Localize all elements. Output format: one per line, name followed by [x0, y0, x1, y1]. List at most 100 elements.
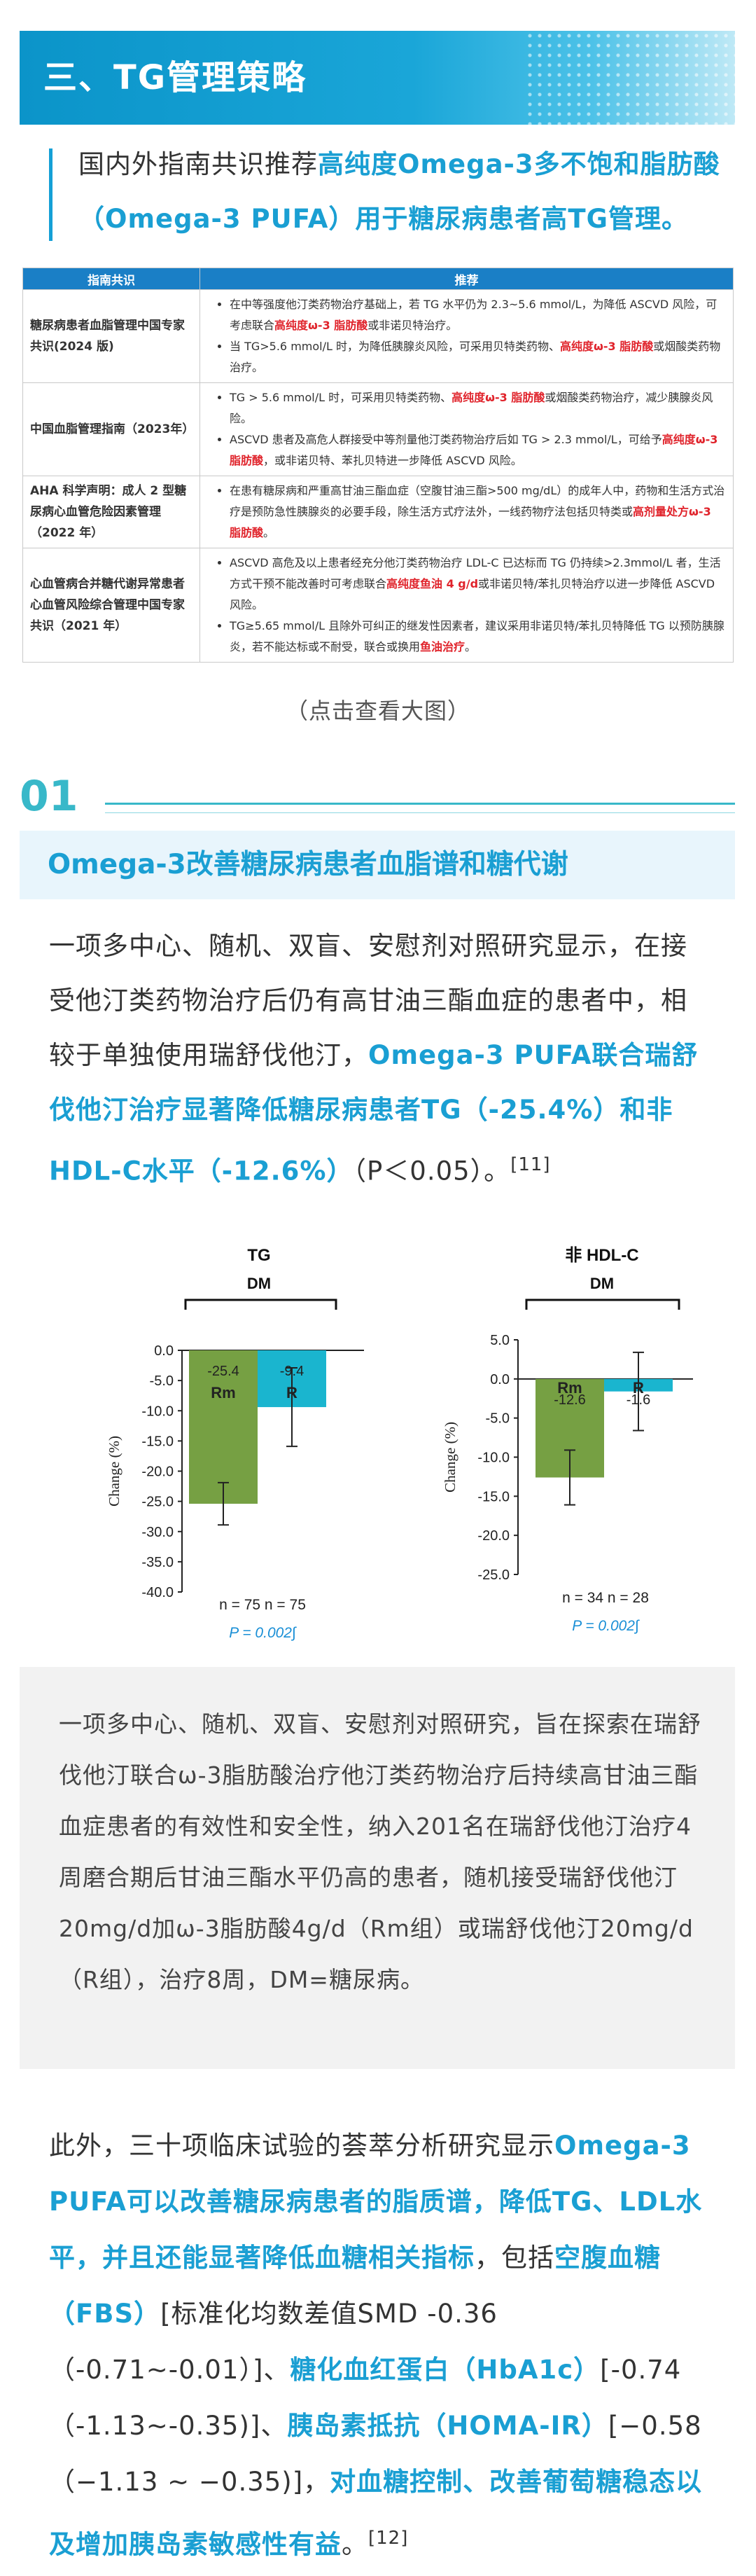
- chart-subtitle: DM: [247, 1275, 271, 1292]
- intro-left-bar: [49, 148, 52, 241]
- bar-value-label: -12.6: [554, 1392, 586, 1408]
- p-value-label: P = 0.002∫: [572, 1618, 640, 1634]
- section-divider-thin: [105, 812, 735, 813]
- recommendation-item: 在患有糖尿病和严重高甘油三酯血症（空腹甘油三酯>500 mg/dL）的成年人中，…: [230, 480, 726, 543]
- highlighted-drug: 高纯度ω-3 脂肪酸: [560, 340, 654, 353]
- table-row: 中国血脂管理指南（2023年） TG > 5.6 mmol/L 时，可采用贝特类药…: [22, 382, 734, 476]
- recommendation-item: TG > 5.6 mmol/L 时，可采用贝特类药物、高纯度ω-3 脂肪酸或烟酸…: [230, 387, 726, 429]
- meta-analysis-paragraph: 此外，三十项临床试验的荟萃分析研究显示Omega-3 PUFA可以改善糖尿病患者…: [49, 2118, 708, 2572]
- image-caption[interactable]: （点击查看大图）: [285, 698, 470, 724]
- bar-category-label: Rm: [557, 1379, 582, 1397]
- highlighted-drug: 高纯度ω-3 脂肪酸: [230, 433, 718, 467]
- study-paragraph: 一项多中心、随机、双盲、安慰剂对照研究显示，在接受他汀类药物治疗后仍有高甘油三酯…: [49, 919, 708, 1198]
- sample-size-label: n = 34 n = 28: [562, 1590, 649, 1606]
- p3-text-fbs-value: [标准化均数差值SMD -0.36（-0.71~-0.01）]、: [49, 2299, 498, 2385]
- p3-highlight-fbs: 空腹血糖（FBS）: [49, 2243, 661, 2329]
- recommendation-item: ASCVD 高危及以上患者经充分他汀类药物治疗 LDL-C 已达标而 TG 仍持…: [230, 553, 726, 616]
- recommendation-item: 当 TG>5.6 mmol/L 时，为降低胰腺炎风险，可采用贝特类药物、高纯度ω…: [230, 336, 726, 378]
- section-divider: [105, 803, 735, 805]
- recommendation-cell: 在中等强度他汀类药物治疗基础上，若 TG 水平仍为 2.3~5.6 mmol/L…: [200, 289, 734, 383]
- sample-size-label: n = 75 n = 75: [219, 1597, 306, 1613]
- recommendation-item: 在中等强度他汀类药物治疗基础上，若 TG 水平仍为 2.3~5.6 mmol/L…: [230, 294, 726, 336]
- highlighted-drug: 高剂量处方ω-3 脂肪酸: [230, 505, 711, 539]
- table-row: 心血管病合并糖代谢异常患者心血管风险综合管理中国专家共识（2021 年） ASCV…: [22, 548, 734, 663]
- bar-rm: [189, 1350, 258, 1504]
- y-tick-label: -15.0: [141, 1434, 174, 1449]
- recommendation-cell: 在患有糖尿病和严重高甘油三酯血症（空腹甘油三酯>500 mg/dL）的成年人中，…: [200, 476, 734, 548]
- bar-category-label: Rm: [211, 1384, 235, 1401]
- section-title: 三、TG管理策略: [43, 58, 307, 97]
- table-row: AHA 科学声明：成人 2 型糖尿病心血管危险因素管理（2022 年） 在患有糖尿…: [22, 476, 734, 548]
- y-tick-label: -5.0: [486, 1411, 510, 1427]
- highlighted-drug: 高纯度ω-3 脂肪酸: [451, 391, 545, 404]
- section-number: 01: [20, 772, 78, 821]
- y-tick-label: -25.0: [141, 1495, 174, 1510]
- chart-title: TG: [247, 1246, 270, 1265]
- highlighted-drug: 高纯度鱼油 4 g/d: [386, 577, 479, 590]
- highlighted-drug: 鱼油治疗: [420, 640, 465, 653]
- guideline-table[interactable]: 指南共识 推荐 糖尿病患者血脂管理中国专家共识(2024 版) 在中等强度他汀类药…: [22, 268, 734, 663]
- study-note: 一项多中心、随机、双盲、安慰剂对照研究，旨在探索在瑞舒伐他汀联合ω-3脂肪酸治疗…: [59, 1710, 701, 1993]
- y-tick-label: -10.0: [477, 1450, 510, 1466]
- p3-text-homa-value: [−0.58（−1.13 ~ −0.35)]，: [49, 2411, 702, 2497]
- header-dot-pattern: [525, 31, 735, 125]
- subsection-title-bar: Omega-3改善糖尿病患者血脂谱和糖代谢: [20, 831, 735, 899]
- non-hdl-change-chart: 非 HDL-C DM 5.0 0.0 -5.0 -10.0 -15.0 -20.0 -25.0 C…: [442, 1246, 693, 1634]
- bar-category-label: R: [286, 1384, 298, 1401]
- study-text: 一项多中心、随机、双盲、安慰剂对照研究显示，在接受他汀类药物治疗后仍有高甘油三酯…: [49, 931, 687, 1070]
- guideline-name: 心血管病合并糖代谢异常患者心血管风险综合管理中国专家共识（2021 年）: [22, 548, 200, 663]
- group-bracket: [525, 1299, 680, 1310]
- table-row: 糖尿病患者血脂管理中国专家共识(2024 版) 在中等强度他汀类药物治疗基础上，若…: [22, 289, 734, 383]
- y-tick-label: -25.0: [477, 1567, 510, 1583]
- study-highlight: Omega-3 PUFA联合瑞舒伐他汀治疗显著降低糖尿病患者TG（-25.4%）…: [49, 1040, 699, 1186]
- bar-value-label: -25.4: [207, 1364, 239, 1379]
- y-axis-label: Change (%): [442, 1422, 458, 1493]
- highlighted-drug: 高纯度ω-3 脂肪酸: [274, 319, 368, 332]
- study-text-end: （P＜0.05）。: [353, 1156, 511, 1186]
- chart-subtitle: DM: [590, 1275, 614, 1292]
- reference-mark-12: [12]: [368, 2528, 409, 2549]
- y-axis-label: Change (%): [106, 1436, 122, 1507]
- p3-highlight-b: Omega-3 PUFA可以改善糖尿病患者的脂质谱，降低TG、LDL水平，并且还…: [49, 2131, 703, 2273]
- y-tick-label: -5.0: [150, 1373, 174, 1389]
- p3-highlight-hba1c: 糖化血红蛋白（HbA1c）: [290, 2355, 601, 2385]
- intro-paragraph: 国内外指南共识推荐高纯度Omega-3多不饱和脂肪酸（Omega-3 PUFA）…: [78, 137, 736, 247]
- y-tick-label: 5.0: [490, 1333, 510, 1348]
- table-header-guide: 指南共识: [22, 268, 200, 290]
- y-tick-label: 0.0: [490, 1372, 510, 1387]
- y-tick-label: -20.0: [141, 1464, 174, 1480]
- y-tick-label: 0.0: [154, 1343, 174, 1359]
- p3-text-k: 。: [342, 2529, 368, 2560]
- y-tick-label: -10.0: [141, 1404, 174, 1419]
- section-header: 三、TG管理策略: [20, 31, 735, 125]
- p3-highlight-homa: 胰岛素抵抗（HOMA-IR）: [287, 2411, 608, 2441]
- table-header-recommendation: 推荐: [200, 268, 734, 290]
- y-tick-label: -30.0: [141, 1525, 174, 1540]
- recommendation-item: TG≥5.65 mmol/L 且除外可纠正的继发性因素者，建议采用非诺贝特/苯扎…: [230, 616, 726, 658]
- guideline-name: 中国血脂管理指南（2023年）: [22, 382, 200, 476]
- bar-category-label: R: [633, 1379, 644, 1397]
- recommendation-cell: ASCVD 高危及以上患者经充分他汀类药物治疗 LDL-C 已达标而 TG 仍持…: [200, 548, 734, 663]
- guideline-name: AHA 科学声明：成人 2 型糖尿病心血管危险因素管理（2022 年）: [22, 476, 200, 548]
- recommendation-cell: TG > 5.6 mmol/L 时，可采用贝特类药物、高纯度ω-3 脂肪酸或烟酸…: [200, 382, 734, 476]
- tg-change-chart: TG DM 0.0 -5.0 -10.0 -15.0 -20.0 -25.0 -30.0 -35.…: [106, 1246, 364, 1641]
- p3-text-hba1c-value: [-0.74（-1.13~-0.35)]、: [49, 2355, 682, 2441]
- y-tick-label: -15.0: [477, 1489, 510, 1504]
- y-tick-label: -40.0: [141, 1585, 174, 1600]
- p3-highlight-j: 对血糖控制、改善葡萄糖稳态以及增加胰岛素敏感性有益: [49, 2467, 703, 2560]
- intro-text: 国内外指南共识推荐: [78, 149, 318, 179]
- intro-highlight: 高纯度Omega-3多不饱和脂肪酸（Omega-3 PUFA）用于糖尿病患者高T…: [78, 149, 720, 234]
- reference-mark: [11]: [510, 1154, 551, 1175]
- chart-title: 非 HDL-C: [565, 1246, 638, 1265]
- bar-value-label: -9.4: [280, 1364, 304, 1379]
- p3-text-a: 此外，三十项临床试验的荟萃分析研究显示: [49, 2131, 554, 2161]
- recommendation-item: ASCVD 患者及高危人群接受中等剂量他汀类药物治疗后如 TG > 2.3 mm…: [230, 429, 726, 471]
- subsection-title: Omega-3改善糖尿病患者血脂谱和糖代谢: [48, 849, 568, 880]
- p3-text-c: ，包括: [475, 2243, 554, 2273]
- guideline-name: 糖尿病患者血脂管理中国专家共识(2024 版): [22, 289, 200, 383]
- group-bracket: [184, 1299, 337, 1310]
- y-tick-label: -35.0: [141, 1555, 174, 1570]
- y-tick-label: -20.0: [477, 1528, 510, 1544]
- p-value-label: P = 0.002∫: [229, 1625, 297, 1641]
- study-note-box: [20, 1667, 735, 2069]
